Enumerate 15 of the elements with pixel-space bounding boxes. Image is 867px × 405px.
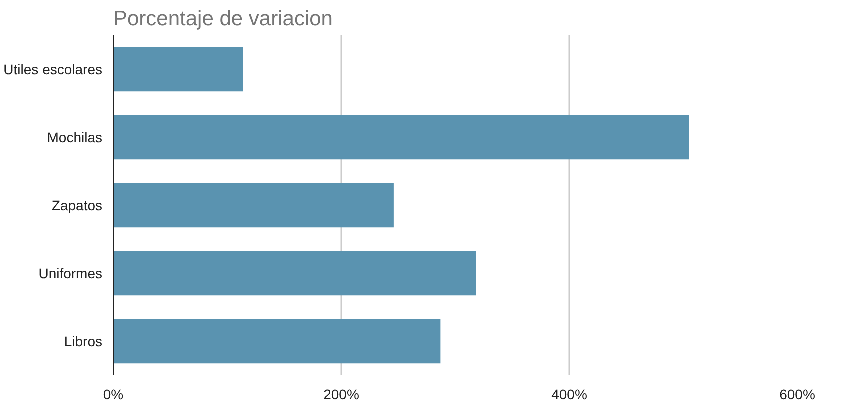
bar — [114, 47, 244, 92]
chart-title: Porcentaje de variacion — [114, 8, 333, 30]
x-tick-label: 0% — [103, 386, 124, 402]
y-tick-label: Zapatos — [52, 198, 103, 214]
bar — [114, 115, 690, 160]
x-tick-label: 400% — [552, 386, 588, 402]
x-tick-label: 600% — [780, 386, 816, 402]
y-tick-label: Libros — [64, 334, 103, 350]
x-tick-label: 200% — [324, 386, 360, 402]
bar — [114, 251, 476, 296]
y-tick-label: Utiles escolares — [4, 62, 103, 78]
y-tick-label: Mochilas — [47, 130, 103, 146]
bar — [114, 319, 441, 364]
bar — [114, 183, 394, 228]
y-tick-label: Uniformes — [38, 266, 103, 282]
